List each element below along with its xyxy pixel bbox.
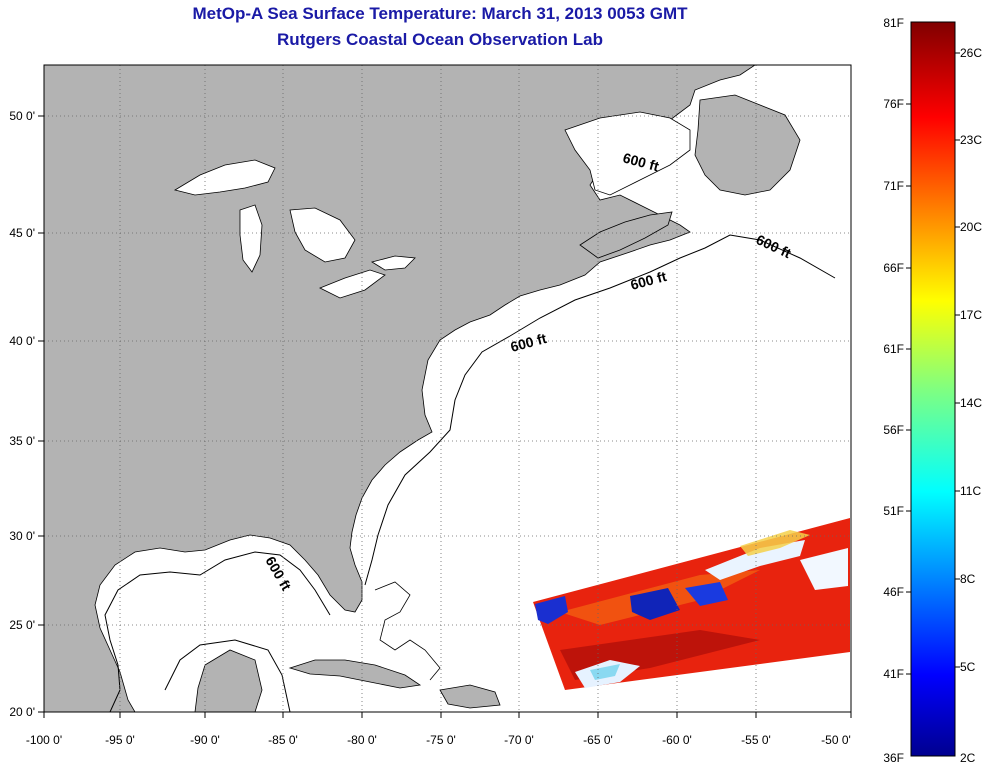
colorbar-c-label: 14C bbox=[960, 396, 982, 410]
land-cuba bbox=[288, 659, 422, 689]
lake-huron bbox=[289, 207, 356, 263]
colorbar-c-label: 23C bbox=[960, 133, 982, 147]
lat-tick-label: 25 0' bbox=[9, 618, 35, 632]
lon-tick-label: -85 0' bbox=[268, 733, 298, 747]
sst-swath bbox=[533, 518, 850, 690]
colorbar-c-label: 8C bbox=[960, 572, 976, 586]
land-hispaniola bbox=[439, 684, 501, 709]
colorbar-c-label: 5C bbox=[960, 660, 976, 674]
contour-600ft-gulf bbox=[104, 551, 331, 712]
colorbar-f-label: 46F bbox=[883, 585, 904, 599]
lon-tick-label: -70 0' bbox=[504, 733, 534, 747]
lon-tick-label: -65 0' bbox=[583, 733, 613, 747]
map-subtitle: Rutgers Coastal Ocean Observation Lab bbox=[277, 30, 603, 49]
lat-tick-label: 30 0' bbox=[9, 529, 35, 543]
land-nova-scotia bbox=[579, 211, 673, 259]
sst-swath-cloud-white-1 bbox=[705, 540, 805, 580]
lake-erie bbox=[319, 269, 386, 299]
colorbar-f-label: 56F bbox=[883, 423, 904, 437]
colorbar-f-label: 41F bbox=[883, 667, 904, 681]
land-newfoundland bbox=[694, 94, 801, 196]
sst-swath-cloud-cyan bbox=[590, 664, 620, 680]
colorbar-f-label: 66F bbox=[883, 261, 904, 275]
lat-tick-label: 50 0' bbox=[9, 109, 35, 123]
colorbar-c-label: 20C bbox=[960, 220, 982, 234]
colorbar-c-label: 2C bbox=[960, 751, 976, 765]
lon-tick-label: -100 0' bbox=[26, 733, 62, 747]
sst-swath-cloud-white-2 bbox=[800, 548, 848, 590]
colorbar-gradient bbox=[910, 21, 956, 757]
colorbar-c-label: 17C bbox=[960, 308, 982, 322]
colorbar-f-label: 36F bbox=[883, 751, 904, 765]
colorbar-ticks bbox=[906, 52, 960, 675]
colorbar-c-label: 11C bbox=[960, 484, 981, 498]
colorbar-f-label: 81F bbox=[883, 16, 904, 30]
contour-600ft-atlantic bbox=[364, 234, 836, 586]
map-title: MetOp-A Sea Surface Temperature: March 3… bbox=[192, 4, 688, 23]
lake-superior bbox=[173, 159, 276, 196]
sst-swath-cloud-yellow bbox=[740, 530, 810, 556]
colorbar-f-label: 61F bbox=[883, 342, 904, 356]
gulf-st-lawrence bbox=[564, 111, 691, 196]
lake-michigan bbox=[239, 204, 263, 273]
lake-ontario bbox=[370, 255, 416, 271]
lon-tick-label: -90 0' bbox=[190, 733, 220, 747]
colorbar-f-label: 76F bbox=[883, 97, 904, 111]
lat-tick-label: 20 0' bbox=[9, 705, 35, 719]
lat-tick-label: 35 0' bbox=[9, 434, 35, 448]
grid-lines bbox=[44, 65, 851, 712]
land-yucatan bbox=[194, 649, 263, 712]
lon-tick-label: -95 0' bbox=[105, 733, 135, 747]
lon-tick-label: -80 0' bbox=[347, 733, 377, 747]
lon-tick-label: -75 0' bbox=[426, 733, 456, 747]
lon-tick-label: -55 0' bbox=[741, 733, 771, 747]
colorbar-f-label: 71F bbox=[883, 179, 904, 193]
sst-swath-cloud-blue-1 bbox=[535, 596, 568, 624]
tick-marks bbox=[38, 115, 852, 718]
lat-tick-label: 40 0' bbox=[9, 334, 35, 348]
lon-tick-label: -50 0' bbox=[821, 733, 851, 747]
sst-swath-cloud-blue-2 bbox=[630, 588, 680, 620]
lon-tick-label: -60 0' bbox=[662, 733, 692, 747]
colorbar-c-label: 26C bbox=[960, 46, 982, 60]
bahamas-outline bbox=[374, 581, 441, 681]
lat-tick-label: 45 0' bbox=[9, 226, 35, 240]
map-frame bbox=[43, 64, 852, 713]
contour-600ft-yucatan bbox=[164, 639, 291, 712]
sst-swath-cloud-blue-3 bbox=[685, 582, 728, 606]
colorbar-f-label: 51F bbox=[883, 504, 904, 518]
